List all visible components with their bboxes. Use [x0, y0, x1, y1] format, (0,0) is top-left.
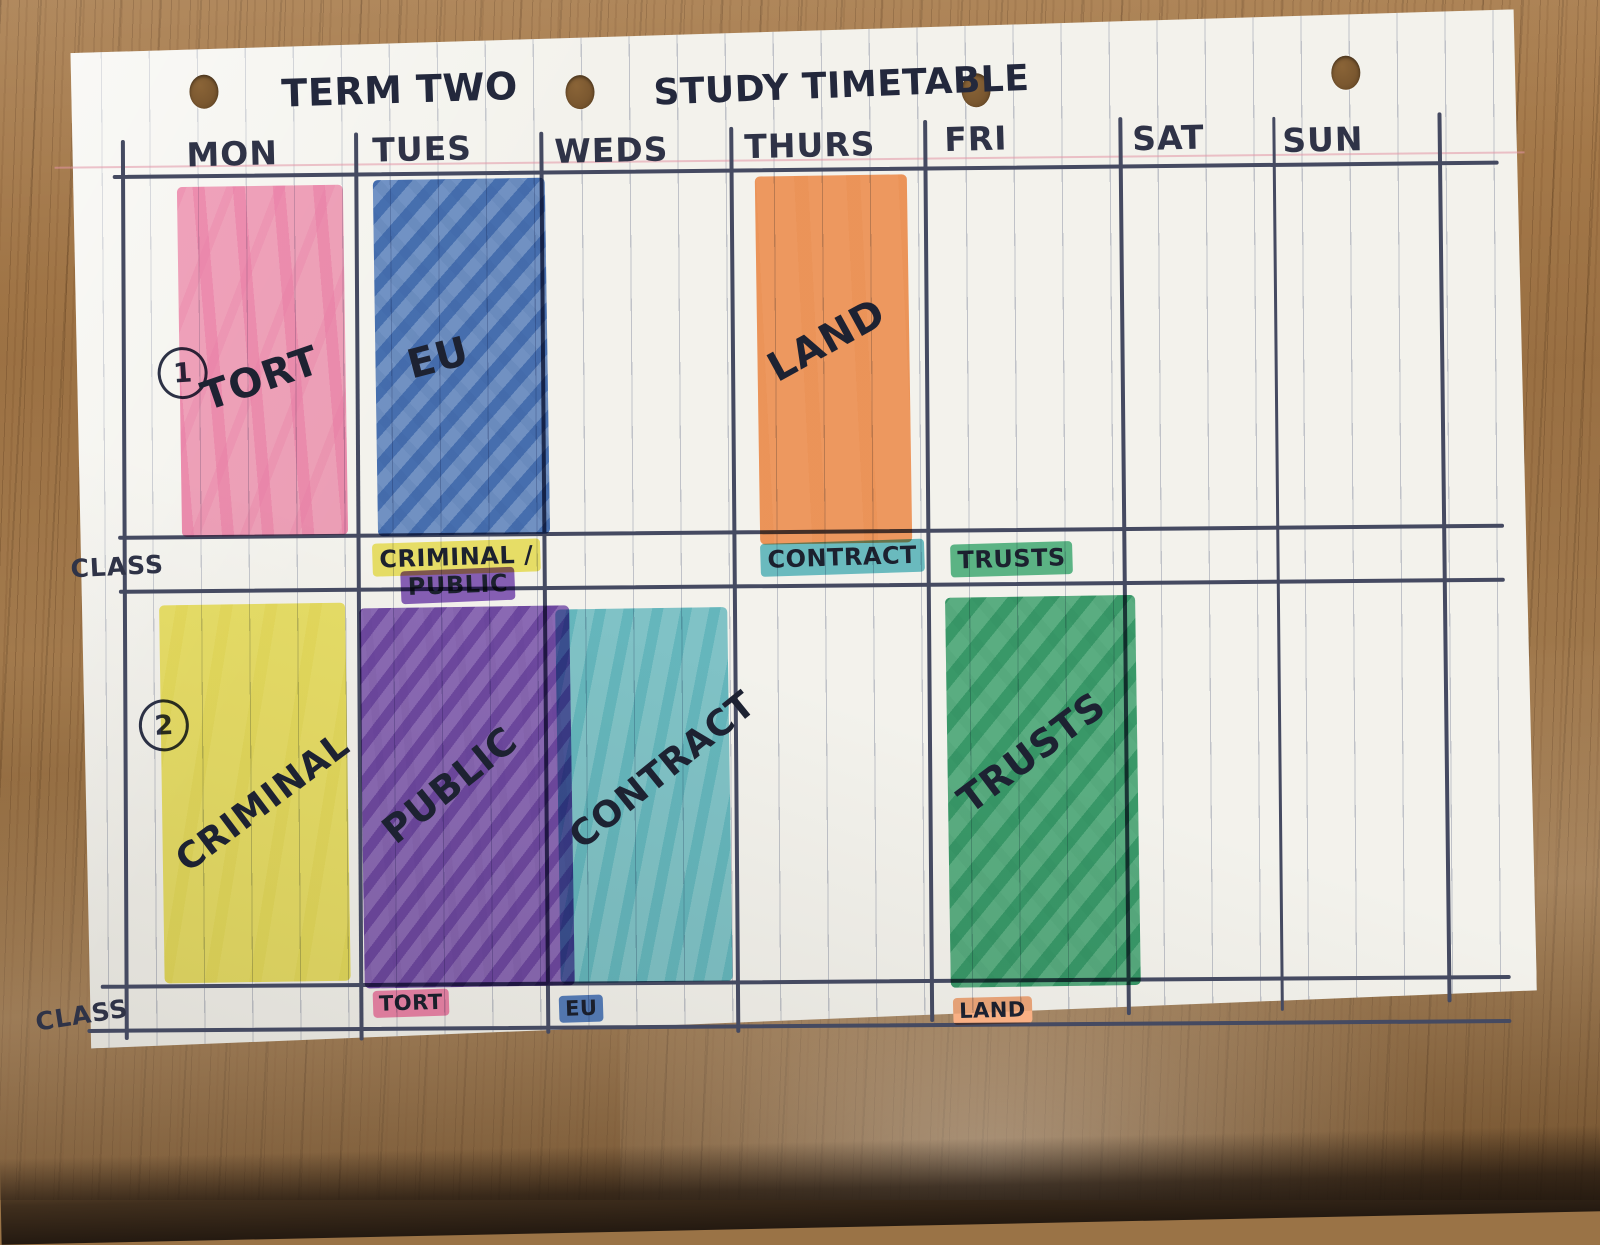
row-label-class-1: CLASS	[69, 549, 165, 584]
title-term: TERM TWO	[280, 64, 519, 116]
day-header-thurs: THURS	[743, 124, 876, 167]
day-header-mon: MON	[185, 133, 279, 175]
class-chip-contract[interactable]: CONTRACT	[759, 538, 925, 577]
class-chip-land[interactable]: LAND	[952, 996, 1033, 1026]
day-header-sun: SUN	[1281, 119, 1364, 161]
class-chip-trusts[interactable]: TRUSTS	[950, 541, 1074, 578]
day-header-tues: TUES	[371, 128, 473, 170]
day-header-sat: SAT	[1131, 117, 1205, 159]
class-chip-eu[interactable]: EU	[558, 994, 604, 1023]
day-header-weds: WEDS	[553, 129, 669, 171]
class-chip-public[interactable]: PUBLIC	[400, 566, 516, 605]
title-subject: STUDY TIMETABLE	[652, 57, 1031, 114]
timetable-paper-sheet[interactable]: TERM TWO STUDY TIMETABLE MON TUES WEDS T…	[33, 7, 1538, 1049]
class-chip-tort[interactable]: TORT	[372, 988, 450, 1018]
day-header-fri: FRI	[943, 118, 1009, 160]
